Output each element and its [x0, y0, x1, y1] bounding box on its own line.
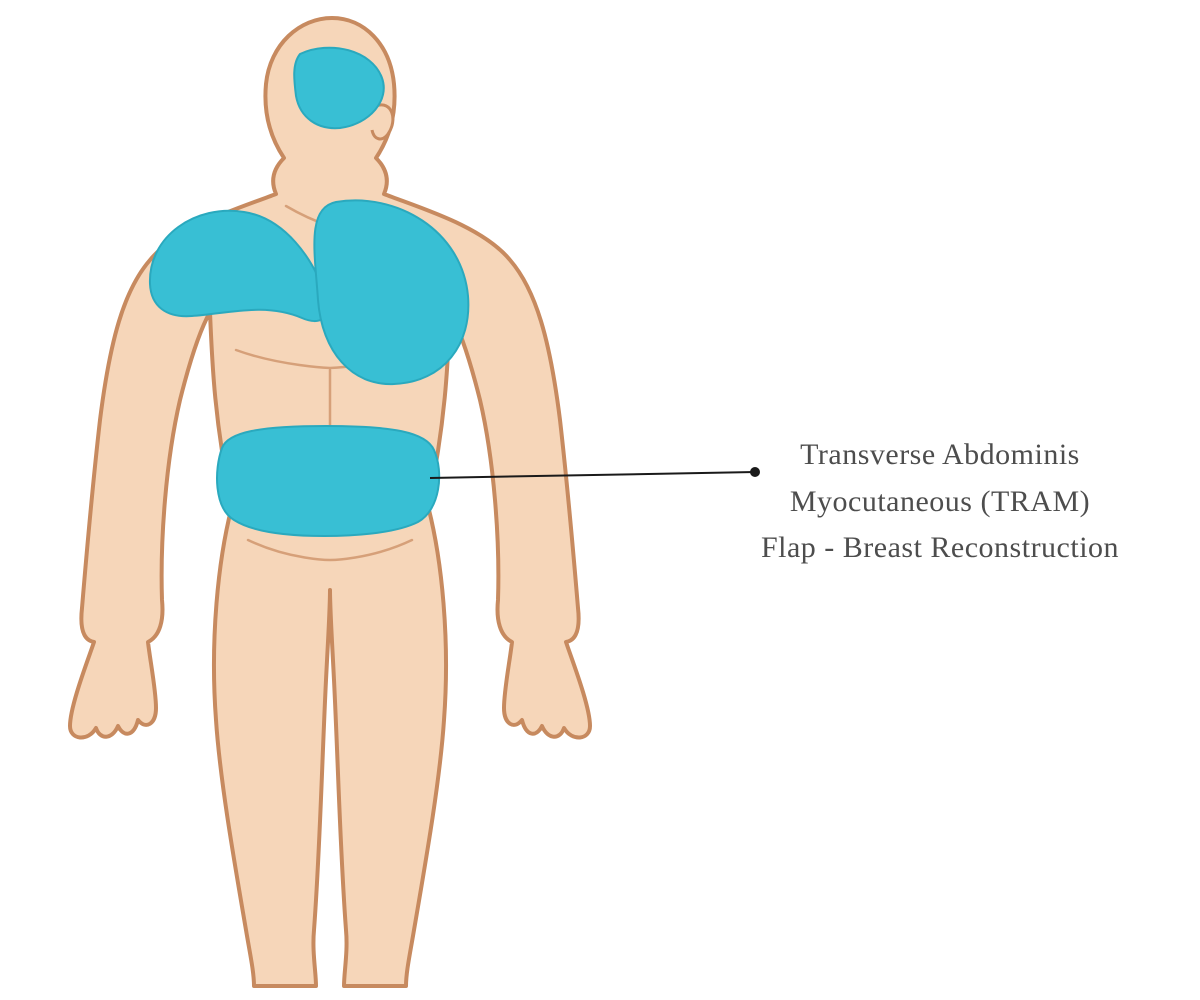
callout-line-2: Myocutaneous (TRAM) [700, 479, 1180, 526]
callout-line-3: Flap - Breast Reconstruction [700, 525, 1180, 572]
callout-line-1: Transverse Abdominis [700, 432, 1180, 479]
highlight-abdomen [217, 426, 439, 536]
diagram-stage: Transverse Abdominis Myocutaneous (TRAM)… [0, 0, 1200, 1000]
callout-label: Transverse Abdominis Myocutaneous (TRAM)… [700, 432, 1180, 572]
